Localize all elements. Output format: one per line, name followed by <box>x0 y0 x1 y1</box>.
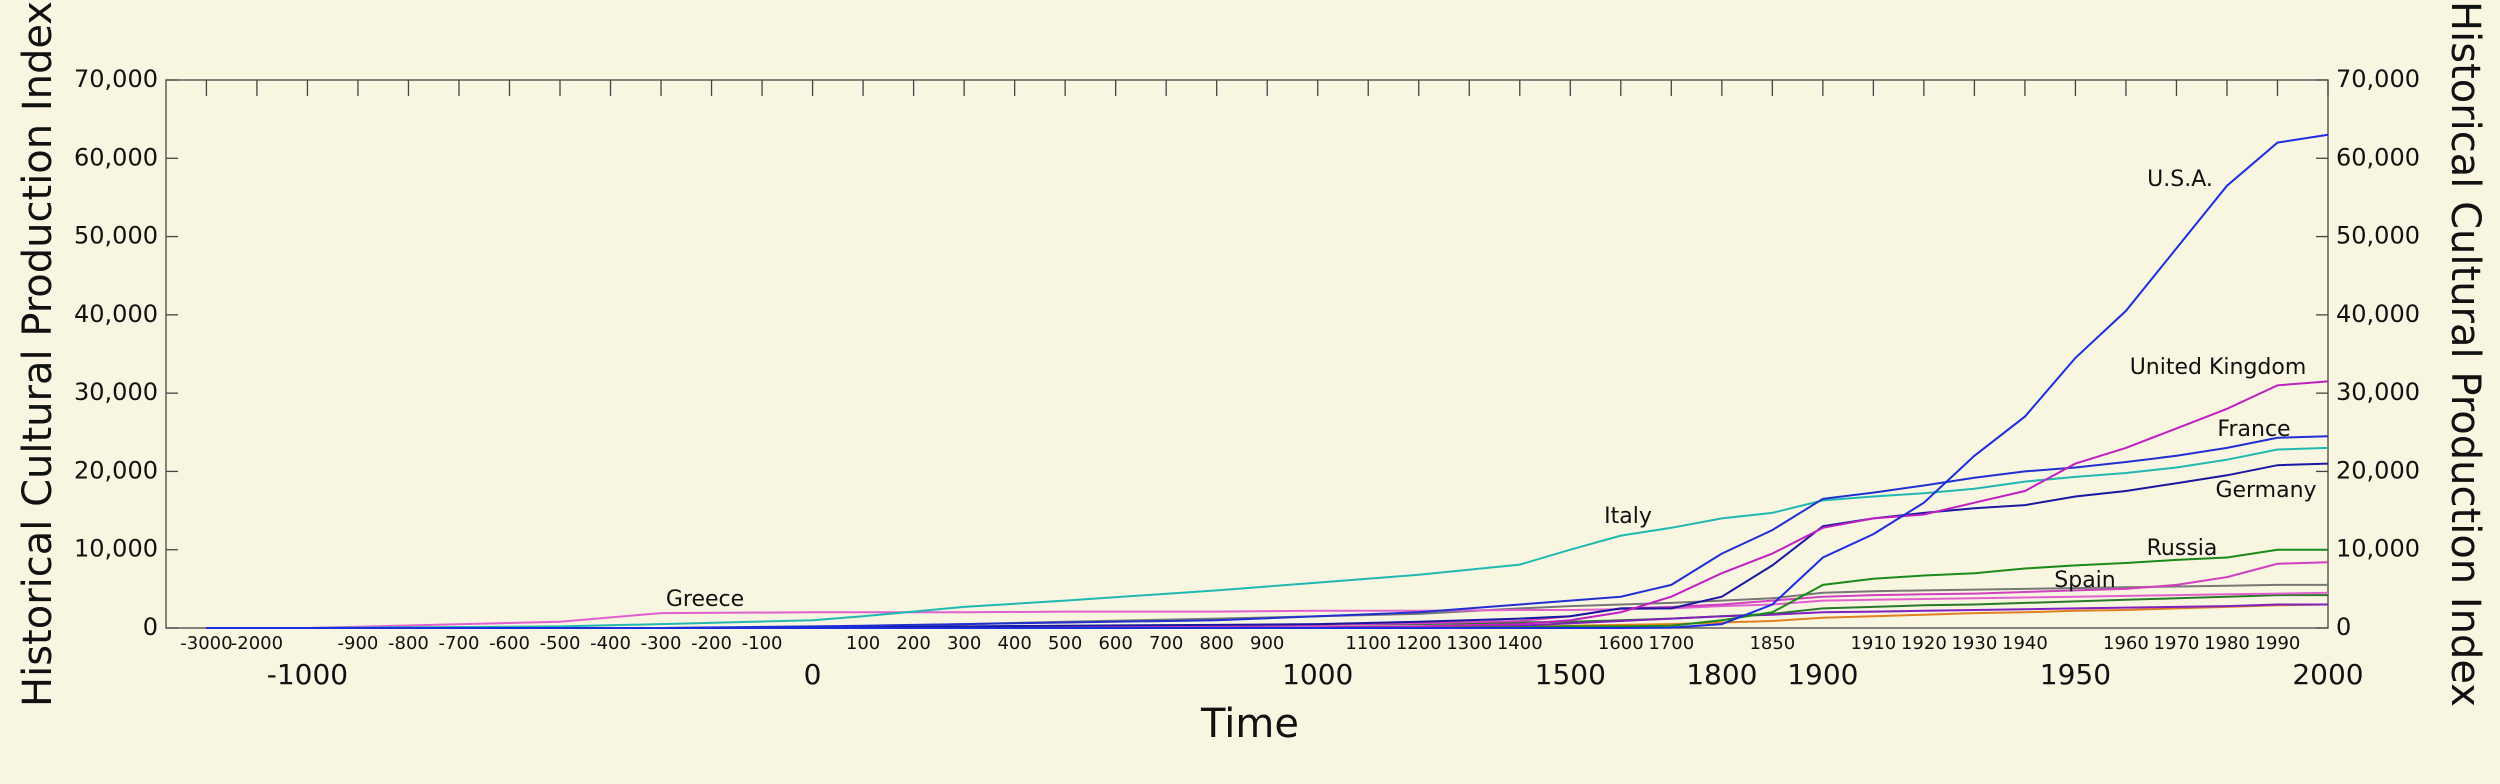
x-tick-label: 1980 <box>2204 633 2250 654</box>
x-major-tick-label: 2000 <box>2292 658 2363 691</box>
y2-tick-label: 50,000 <box>2336 222 2420 250</box>
series-label: Greece <box>666 587 744 612</box>
y2-tick-label: 20,000 <box>2336 456 2420 484</box>
y-tick-label: 30,000 <box>74 378 158 406</box>
x-tick-label: -700 <box>439 633 480 654</box>
x-tick-label: 1850 <box>1749 633 1795 654</box>
y-tick-label: 50,000 <box>74 222 158 250</box>
x-tick-label: 900 <box>1250 633 1284 654</box>
x-tick-label: -400 <box>590 633 631 654</box>
x-major-tick-label: -1000 <box>267 658 348 691</box>
x-major-tick-label: 1500 <box>1535 658 1606 691</box>
x-tick-label: 1600 <box>1598 633 1644 654</box>
x-tick-label: 300 <box>947 633 981 654</box>
y2-tick-label: 30,000 <box>2336 378 2420 406</box>
x-tick-label: 1940 <box>2002 633 2048 654</box>
x-major-tick-label: 1800 <box>1686 658 1757 691</box>
x-tick-label: 1960 <box>2103 633 2149 654</box>
y2-tick-label: 60,000 <box>2336 143 2420 171</box>
y-tick-label: 10,000 <box>74 535 158 563</box>
x-tick-label: 1100 <box>1345 633 1391 654</box>
x-tick-label: -500 <box>540 633 581 654</box>
x-tick-label: 1990 <box>2255 633 2301 654</box>
y2-tick-label: 40,000 <box>2336 300 2420 328</box>
x-tick-label: 100 <box>846 633 880 654</box>
x-axis-title: Time <box>1200 701 1299 747</box>
y2-tick-label: 70,000 <box>2336 65 2420 93</box>
series-label: France <box>2217 417 2290 442</box>
x-tick-label: -2000 <box>231 633 283 654</box>
series-label: United Kingdom <box>2130 355 2307 380</box>
series-label: Russia <box>2147 536 2218 561</box>
x-tick-label: 1700 <box>1648 633 1694 654</box>
x-tick-label: 200 <box>896 633 930 654</box>
x-tick-label: 1930 <box>1951 633 1997 654</box>
series-line <box>206 583 2328 629</box>
series-line <box>206 133 2329 629</box>
plot-frame <box>165 79 2329 629</box>
x-tick-label: -900 <box>338 633 379 654</box>
x-tick-label: -200 <box>691 633 732 654</box>
x-major-tick-label: 1900 <box>1787 658 1858 691</box>
x-tick-label: 700 <box>1149 633 1183 654</box>
series-label: Spain <box>2054 568 2115 593</box>
x-tick-label: 1300 <box>1446 633 1492 654</box>
y-tick-label: 70,000 <box>74 65 158 93</box>
x-tick-label: -3000 <box>180 633 232 654</box>
x-tick-label: 1200 <box>1396 633 1442 654</box>
x-tick-label: -100 <box>742 633 783 654</box>
y2-tick-label: 0 <box>2336 613 2351 641</box>
x-tick-label: 1920 <box>1901 633 1947 654</box>
y-tick-label: 40,000 <box>74 300 158 328</box>
y-axis-title: Historical Cultural Production Index <box>15 1 61 707</box>
series-label: Italy <box>1604 504 1652 529</box>
y-tick-label: 20,000 <box>74 456 158 484</box>
x-tick-label: -800 <box>388 633 429 654</box>
x-tick-label: -600 <box>489 633 530 654</box>
x-tick-label: -300 <box>641 633 682 654</box>
x-tick-label: 400 <box>997 633 1031 654</box>
x-major-tick-label: 1950 <box>2040 658 2111 691</box>
x-major-tick-label: 1000 <box>1282 658 1353 691</box>
x-tick-label: 1400 <box>1497 633 1543 654</box>
series-label: Germany <box>2215 478 2316 503</box>
y-tick-label: 60,000 <box>74 143 158 171</box>
x-tick-label: 500 <box>1048 633 1082 654</box>
x-tick-label: 600 <box>1098 633 1132 654</box>
x-tick-label: 1970 <box>2154 633 2200 654</box>
series-line <box>206 446 2329 629</box>
x-tick-label: 800 <box>1200 633 1234 654</box>
series-label: U.S.A. <box>2147 167 2213 192</box>
y2-axis-title: Historical Cultural Production Index <box>2442 1 2488 707</box>
y2-tick-label: 10,000 <box>2336 535 2420 563</box>
x-major-tick-label: 0 <box>804 658 822 691</box>
series-line <box>206 435 2329 629</box>
y-tick-label: 0 <box>143 613 158 641</box>
series-line <box>206 380 2329 629</box>
x-tick-label: 1910 <box>1850 633 1896 654</box>
